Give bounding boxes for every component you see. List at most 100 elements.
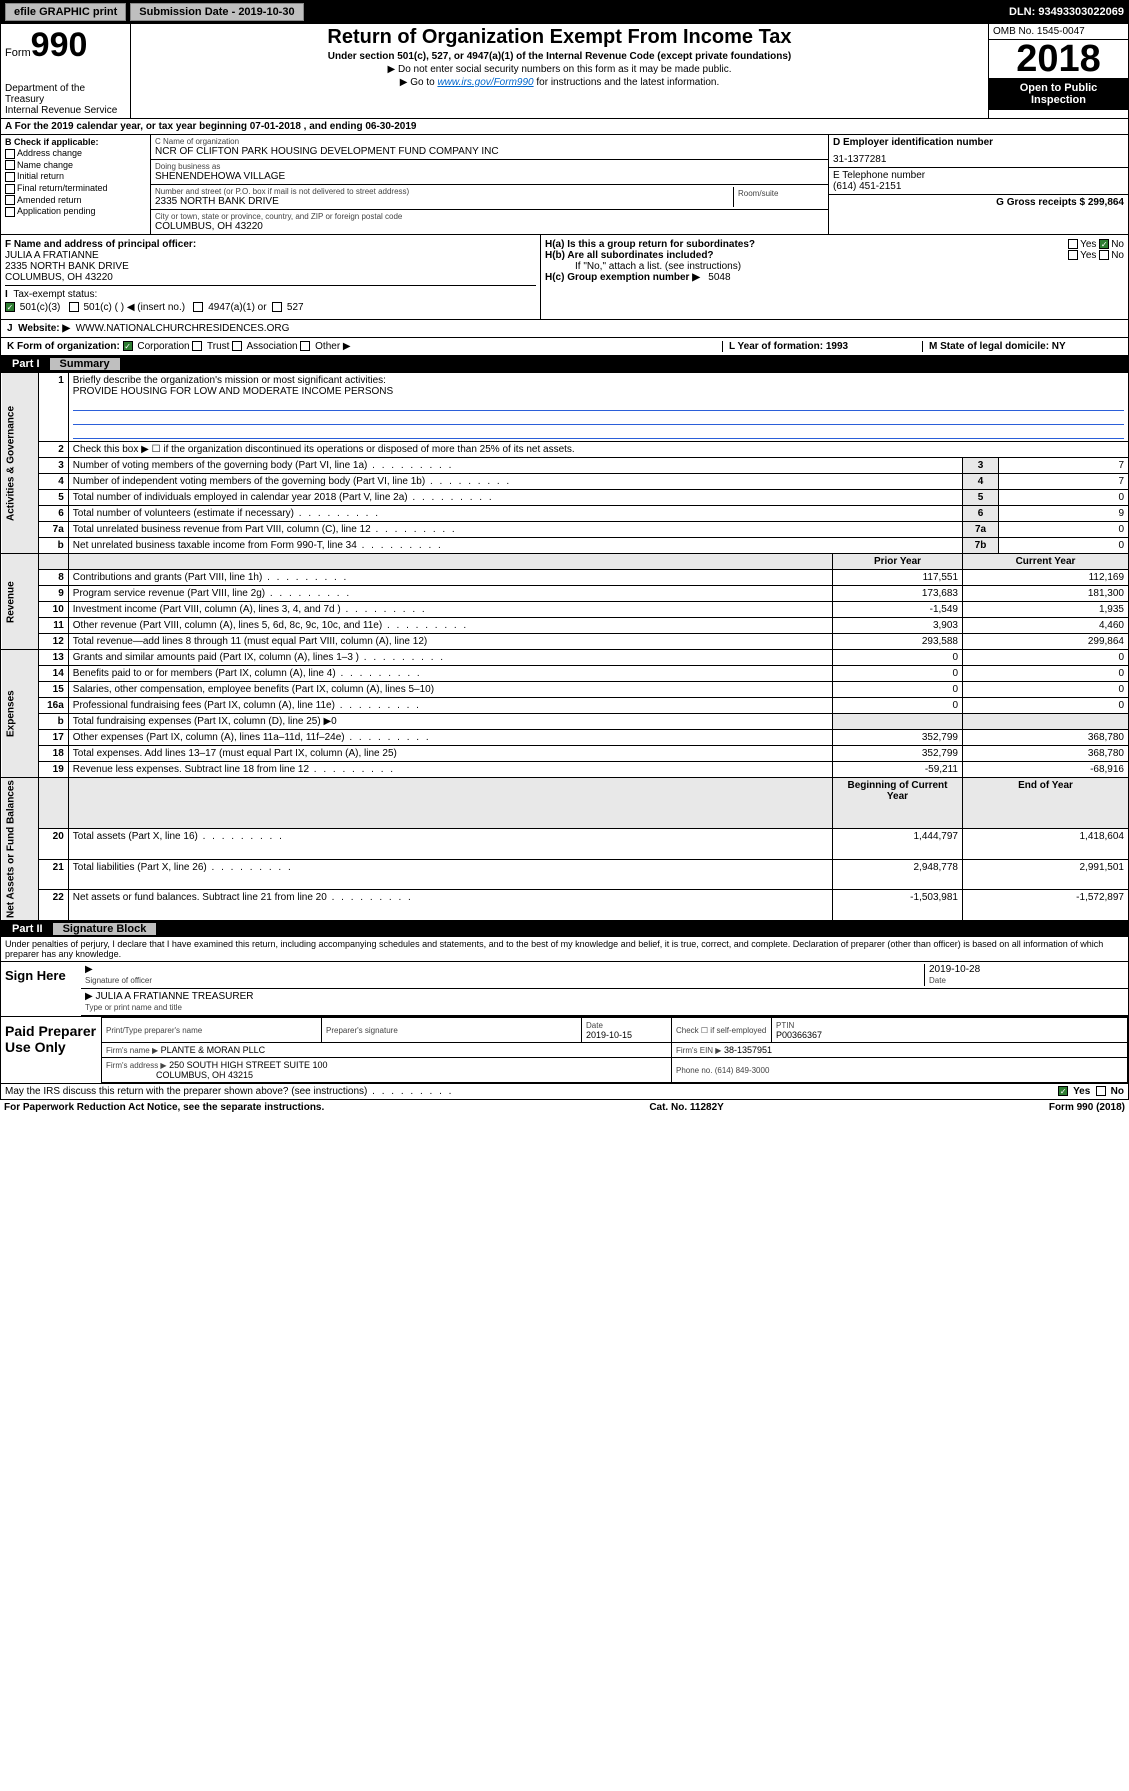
tax-year-text: For the 2019 calendar year, or tax year … [15, 121, 417, 132]
table-row: 8Contributions and grants (Part VIII, li… [1, 570, 1129, 586]
part1-label: Part I [6, 358, 46, 370]
mission-text: PROVIDE HOUSING FOR LOW AND MODERATE INC… [73, 386, 393, 397]
form-title: Return of Organization Exempt From Incom… [139, 26, 980, 49]
hb-row: H(b) Are all subordinates included? Yes … [545, 250, 1124, 261]
efile-button[interactable]: efile GRAPHIC print [5, 3, 126, 21]
declaration-text: Under penalties of perjury, I declare th… [1, 937, 1128, 961]
side-revenue: Revenue [1, 554, 39, 650]
check-amended[interactable]: Amended return [5, 195, 146, 206]
e-label: E Telephone number [833, 170, 1124, 181]
city-state-zip: COLUMBUS, OH 43220 [155, 221, 824, 232]
table-row: 18Total expenses. Add lines 13–17 (must … [1, 746, 1129, 762]
form-number-big: 990 [31, 26, 88, 64]
table-row: 17Other expenses (Part IX, column (A), l… [1, 730, 1129, 746]
cat-number: Cat. No. 11282Y [324, 1102, 1049, 1113]
check-other[interactable] [300, 341, 310, 351]
table-row: 7aTotal unrelated business revenue from … [1, 522, 1129, 538]
hc-row: H(c) Group exemption number ▶ 5048 [545, 272, 1124, 283]
room-label: Room/suite [738, 189, 820, 198]
state-domicile: M State of legal domicile: NY [922, 341, 1122, 352]
street-address: 2335 NORTH BANK DRIVE [155, 196, 733, 207]
check-name-change[interactable]: Name change [5, 160, 146, 171]
section-j: J Website: ▶ WWW.NATIONALCHURCHRESIDENCE… [0, 320, 1129, 338]
check-initial-return[interactable]: Initial return [5, 171, 146, 182]
c-name-label: C Name of organization [155, 137, 824, 146]
hb-note: If "No," attach a list. (see instruction… [545, 261, 1124, 272]
check-address-change[interactable]: Address change [5, 148, 146, 159]
check-corp[interactable] [123, 341, 133, 351]
k-label: K Form of organization: [7, 341, 120, 352]
hb-yes[interactable] [1068, 250, 1078, 260]
firm-city: COLUMBUS, OH 43215 [156, 1070, 253, 1080]
ha-no[interactable] [1099, 239, 1109, 249]
form-subtitle: Under section 501(c), 527, or 4947(a)(1)… [139, 51, 980, 62]
dln-value: DLN: 93493303022069 [1009, 6, 1124, 18]
table-row: 21Total liabilities (Part X, line 26)2,9… [1, 859, 1129, 890]
hc-value: 5048 [708, 272, 730, 283]
check-assoc[interactable] [232, 341, 242, 351]
website-label: Website: ▶ [18, 323, 70, 334]
beg-year-hdr: Beginning of Current Year [833, 778, 963, 829]
signature-block: Under penalties of perjury, I declare th… [0, 937, 1129, 1084]
table-row: bTotal fundraising expenses (Part IX, co… [1, 714, 1129, 730]
officer-addr1: 2335 NORTH BANK DRIVE [5, 261, 536, 272]
i-label: Tax-exempt status: [13, 289, 97, 300]
table-row: 10Investment income (Part VIII, column (… [1, 602, 1129, 618]
dba-name: SHENENDEHOWA VILLAGE [155, 171, 824, 182]
section-f-h: F Name and address of principal officer:… [0, 235, 1129, 320]
check-4947[interactable] [193, 302, 203, 312]
side-activities: Activities & Governance [1, 373, 39, 554]
check-trust[interactable] [192, 341, 202, 351]
section-d-e-g: D Employer identification number 31-1377… [828, 135, 1128, 234]
hb-no[interactable] [1099, 250, 1109, 260]
table-row: 19Revenue less expenses. Subtract line 1… [1, 762, 1129, 778]
officer-name: JULIA A FRATIANNE [5, 250, 536, 261]
check-501c[interactable] [69, 302, 79, 312]
firm-address: 250 SOUTH HIGH STREET SUITE 100 [169, 1060, 327, 1070]
table-row: 9Program service revenue (Part VIII, lin… [1, 586, 1129, 602]
table-row: 4Number of independent voting members of… [1, 474, 1129, 490]
form-note-2: ▶ Go to www.irs.gov/Form990 for instruct… [139, 77, 980, 88]
ein-value: 31-1377281 [833, 154, 1124, 165]
section-k: K Form of organization: Corporation Trus… [0, 338, 1129, 356]
firm-phone: Phone no. (614) 849-3000 [676, 1066, 769, 1075]
preparer-table: Print/Type preparer's name Preparer's si… [101, 1017, 1128, 1083]
tax-year-line: A For the 2019 calendar year, or tax yea… [1, 119, 1128, 135]
form-prefix: Form [5, 47, 31, 59]
check-527[interactable] [272, 302, 282, 312]
check-app-pending[interactable]: Application pending [5, 206, 146, 217]
sig-date: 2019-10-28 [929, 964, 980, 975]
table-row: 11Other revenue (Part VIII, column (A), … [1, 618, 1129, 634]
phone-value: (614) 451-2151 [833, 181, 1124, 192]
department-label: Department of the Treasury Internal Reve… [5, 83, 126, 116]
ha-yes[interactable] [1068, 239, 1078, 249]
note2-post: for instructions and the latest informat… [534, 77, 720, 88]
form-number: Form990 [5, 26, 126, 65]
form990-link[interactable]: www.irs.gov/Form990 [437, 77, 533, 88]
header: Form990 Department of the Treasury Inter… [0, 24, 1129, 119]
top-bar: efile GRAPHIC print Submission Date - 20… [0, 0, 1129, 24]
side-expenses: Expenses [1, 650, 39, 778]
ha-row: H(a) Is this a group return for subordin… [545, 239, 1124, 250]
check-501c3[interactable] [5, 302, 15, 312]
city-label: City or town, state or province, country… [155, 212, 824, 221]
discuss-row: May the IRS discuss this return with the… [0, 1084, 1129, 1100]
discuss-no[interactable] [1096, 1086, 1106, 1096]
discuss-yes[interactable] [1058, 1086, 1068, 1096]
section-a: A For the 2019 calendar year, or tax yea… [0, 119, 1129, 235]
prior-year-hdr: Prior Year [833, 554, 963, 570]
g-receipts: G Gross receipts $ 299,864 [833, 197, 1124, 208]
summary-table: Activities & Governance 1 Briefly descri… [0, 372, 1129, 921]
ptin-value: P00366367 [776, 1030, 822, 1040]
part1-header: Part I Summary [0, 356, 1129, 372]
addr-label: Number and street (or P.O. box if mail i… [155, 187, 733, 196]
table-row: 15Salaries, other compensation, employee… [1, 682, 1129, 698]
part2-header: Part II Signature Block [0, 921, 1129, 937]
q2-text: Check this box ▶ ☐ if the organization d… [68, 442, 1128, 458]
part1-title: Summary [50, 358, 120, 370]
q1-text: Briefly describe the organization's miss… [73, 375, 386, 386]
dba-label: Doing business as [155, 162, 824, 171]
table-row: 16aProfessional fundraising fees (Part I… [1, 698, 1129, 714]
note2-pre: ▶ Go to [400, 77, 438, 88]
check-final-return[interactable]: Final return/terminated [5, 183, 146, 194]
